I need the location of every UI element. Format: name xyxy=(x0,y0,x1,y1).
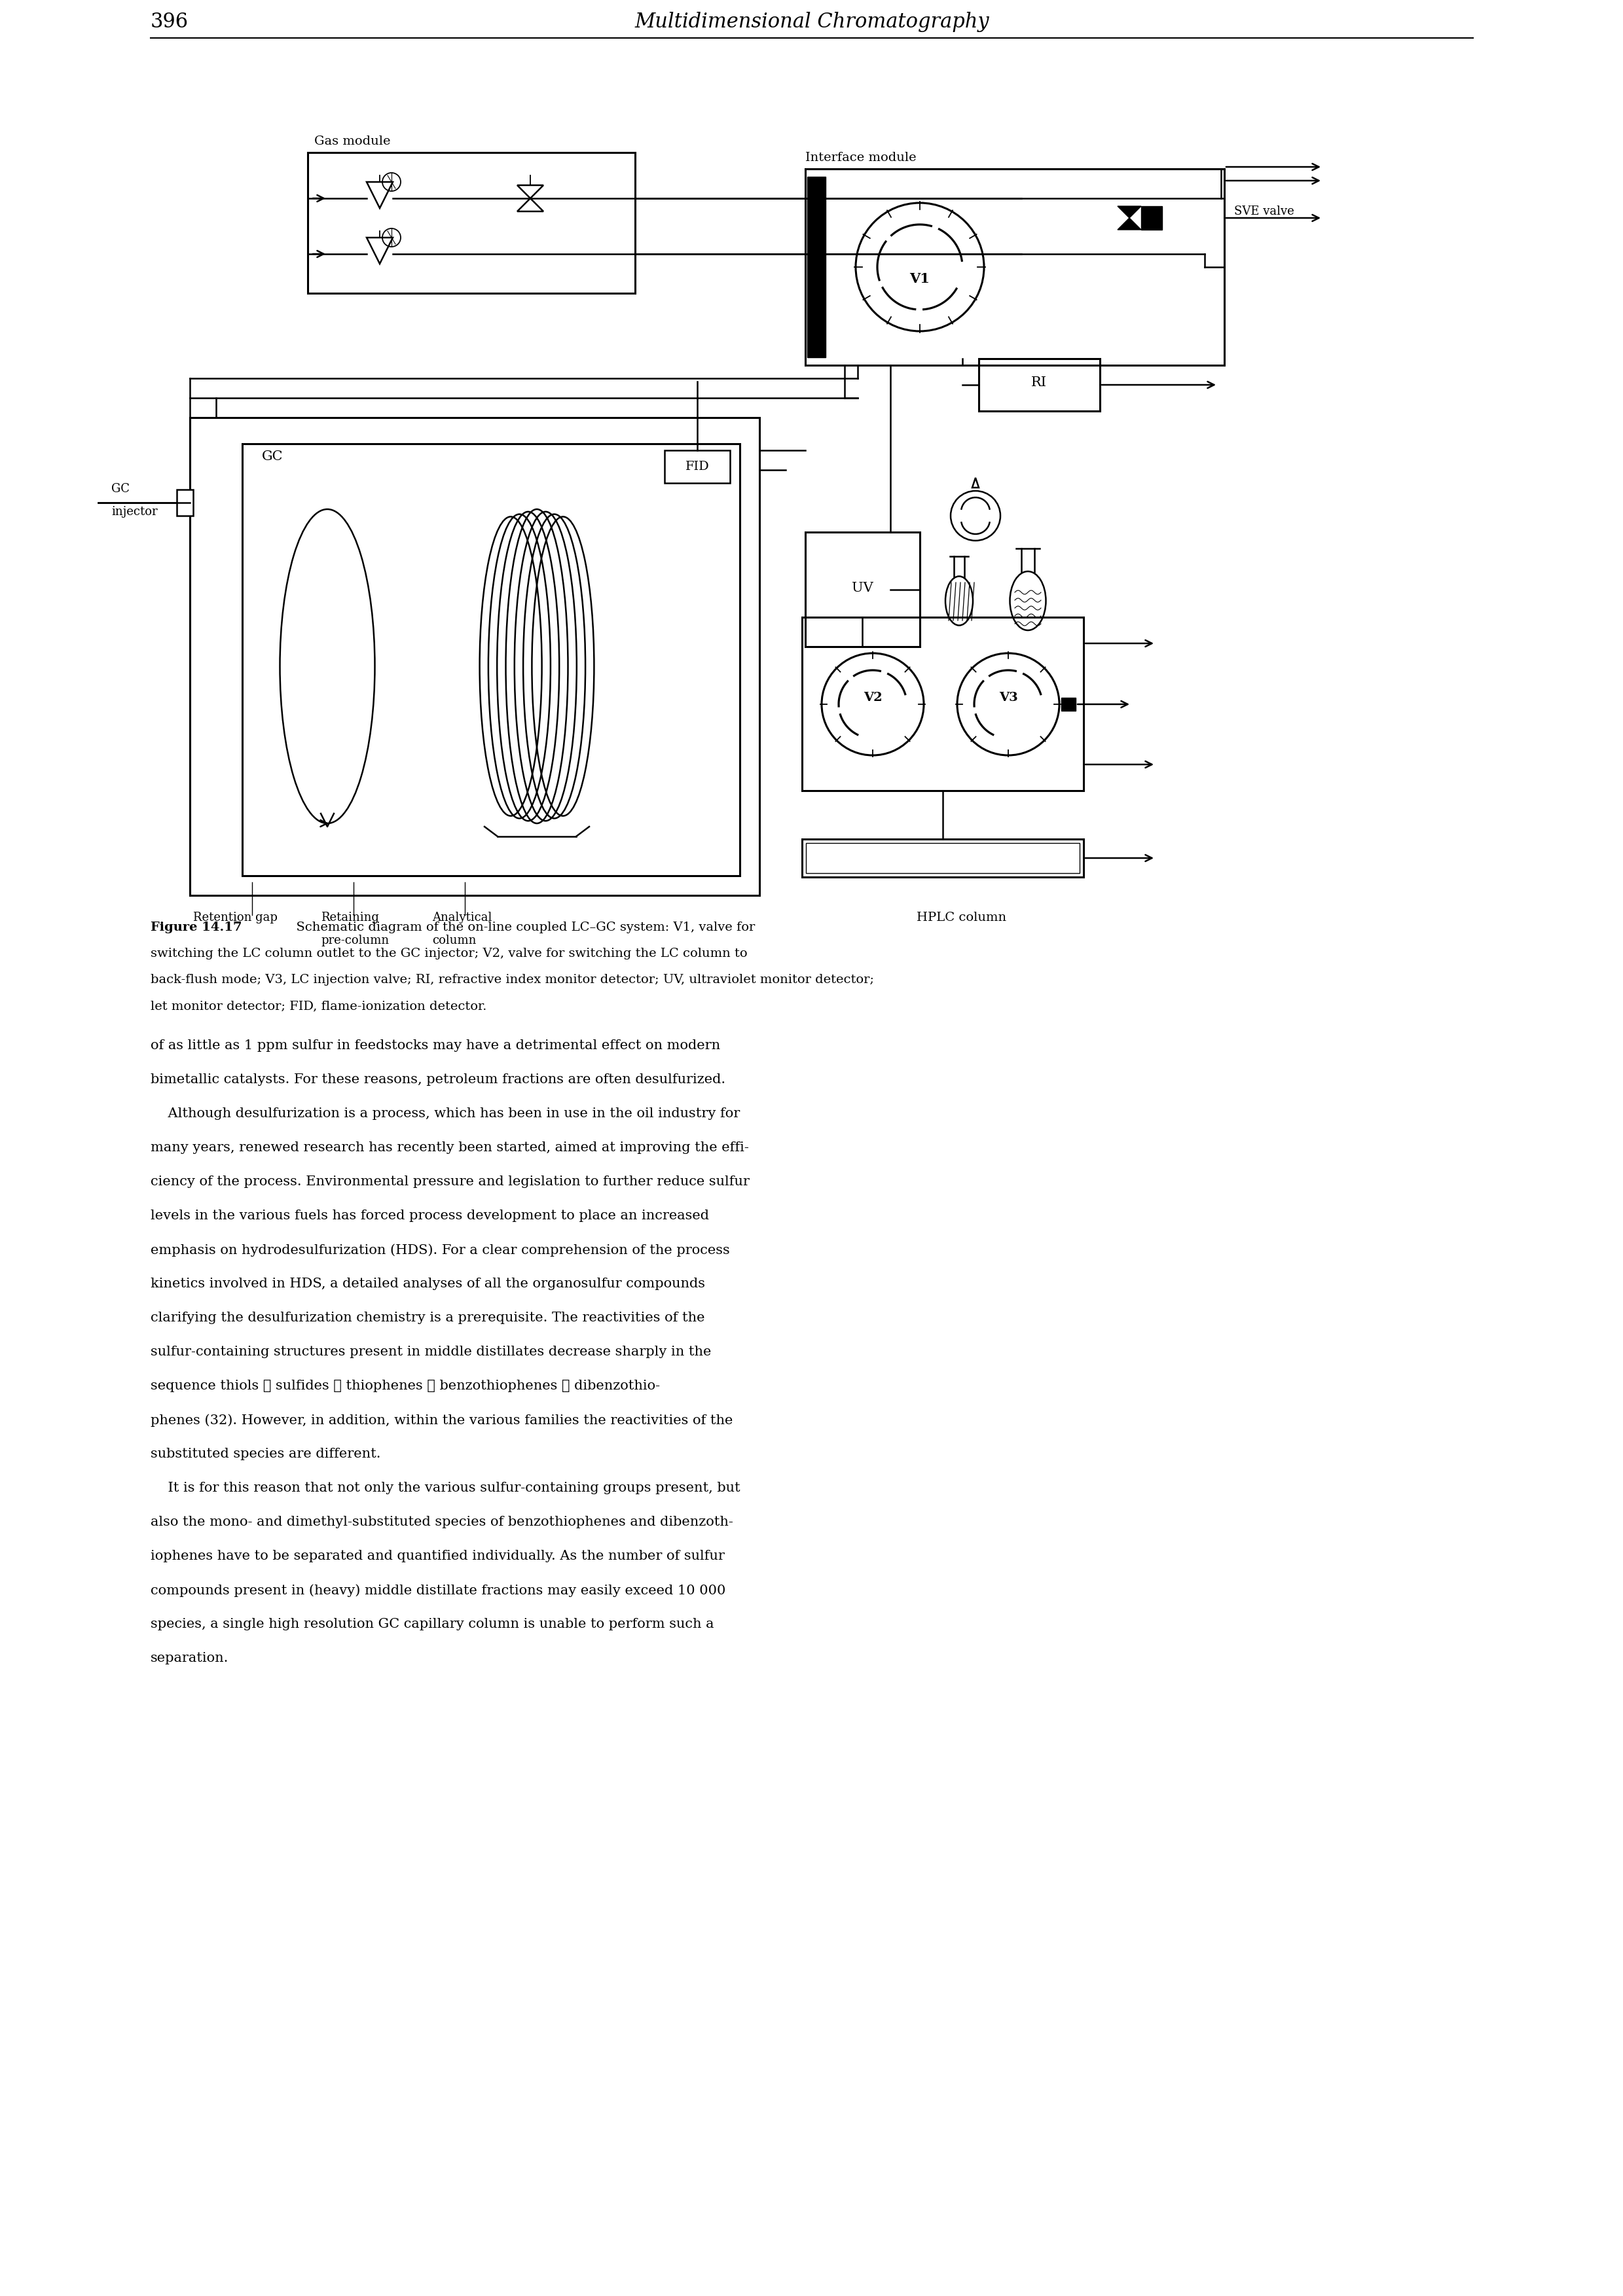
Bar xyxy=(1141,207,1162,230)
Polygon shape xyxy=(1118,218,1141,230)
Text: Schematic diagram of the on-line coupled LC–GC system: V1, valve for: Schematic diagram of the on-line coupled… xyxy=(287,921,755,932)
Text: levels in the various fuels has forced process development to place an increased: levels in the various fuels has forced p… xyxy=(151,1210,709,1221)
Text: GC: GC xyxy=(112,482,130,496)
Text: substituted species are different.: substituted species are different. xyxy=(151,1449,381,1460)
Polygon shape xyxy=(1118,207,1141,218)
Text: also the mono- and dimethyl-substituted species of benzothiophenes and dibenzoth: also the mono- and dimethyl-substituted … xyxy=(151,1515,734,1529)
Bar xyxy=(802,618,1084,790)
Text: of as little as 1 ppm sulfur in feedstocks may have a detrimental effect on mode: of as little as 1 ppm sulfur in feedstoc… xyxy=(151,1040,721,1052)
Bar xyxy=(807,177,826,358)
Text: UV: UV xyxy=(852,581,873,595)
Text: iophenes have to be separated and quantified individually. As the number of sulf: iophenes have to be separated and quanti… xyxy=(151,1550,725,1561)
Text: V1: V1 xyxy=(911,273,930,285)
Text: FID: FID xyxy=(685,461,709,473)
Text: RI: RI xyxy=(1031,377,1047,388)
Text: Interface module: Interface module xyxy=(805,152,917,163)
Text: Retaining: Retaining xyxy=(321,912,380,923)
Bar xyxy=(807,843,1079,872)
Text: kinetics involved in HDS, a detailed analyses of all the organosulfur compounds: kinetics involved in HDS, a detailed ana… xyxy=(151,1277,704,1290)
Text: let monitor detector; FID, flame-ionization detector.: let monitor detector; FID, flame-ionizat… xyxy=(151,1001,487,1013)
Text: sulfur-containing structures present in middle distillates decrease sharply in t: sulfur-containing structures present in … xyxy=(151,1345,711,1359)
Text: injector: injector xyxy=(112,505,157,517)
Bar xyxy=(177,489,193,517)
Bar xyxy=(664,450,730,482)
Bar xyxy=(805,170,1224,365)
Text: many years, renewed research has recently been started, aimed at improving the e: many years, renewed research has recentl… xyxy=(151,1141,748,1155)
Text: clarifying the desulfurization chemistry is a prerequisite. The reactivities of : clarifying the desulfurization chemistry… xyxy=(151,1311,704,1325)
Bar xyxy=(242,443,740,875)
Text: Retention gap: Retention gap xyxy=(193,912,278,923)
Text: back-flush mode; V3, LC injection valve; RI, refractive index monitor detector; : back-flush mode; V3, LC injection valve;… xyxy=(151,974,875,985)
Text: separation.: separation. xyxy=(151,1651,229,1665)
Text: HPLC column: HPLC column xyxy=(917,912,1006,923)
Bar xyxy=(190,418,760,895)
Bar xyxy=(979,358,1100,411)
Text: Although desulfurization is a process, which has been in use in the oil industry: Although desulfurization is a process, w… xyxy=(151,1107,740,1120)
Text: emphasis on hydrodesulfurization (HDS). For a clear comprehension of the process: emphasis on hydrodesulfurization (HDS). … xyxy=(151,1244,730,1256)
Text: Multidimensional Chromatography: Multidimensional Chromatography xyxy=(635,11,988,32)
Text: pre-column: pre-column xyxy=(321,934,390,946)
Text: Analytical: Analytical xyxy=(432,912,492,923)
Bar xyxy=(805,533,920,647)
Text: 396: 396 xyxy=(151,11,188,32)
Bar xyxy=(1061,698,1076,712)
Text: switching the LC column outlet to the GC injector; V2, valve for switching the L: switching the LC column outlet to the GC… xyxy=(151,948,748,960)
Text: ciency of the process. Environmental pressure and legislation to further reduce : ciency of the process. Environmental pre… xyxy=(151,1176,750,1187)
Text: compounds present in (heavy) middle distillate fractions may easily exceed 10 00: compounds present in (heavy) middle dist… xyxy=(151,1584,725,1596)
Text: phenes (32). However, in addition, within the various families the reactivities : phenes (32). However, in addition, withi… xyxy=(151,1414,734,1426)
Text: Gas module: Gas module xyxy=(315,135,391,147)
Text: column: column xyxy=(432,934,476,946)
Text: species, a single high resolution GC capillary column is unable to perform such : species, a single high resolution GC cap… xyxy=(151,1619,714,1630)
Text: Figure 14.17: Figure 14.17 xyxy=(151,921,242,932)
Text: It is for this reason that not only the various sulfur-containing groups present: It is for this reason that not only the … xyxy=(151,1481,740,1495)
Text: GC: GC xyxy=(261,450,282,464)
Text: V3: V3 xyxy=(998,691,1018,703)
Text: sequence thiols ≫ sulfides ≫ thiophenes ≫ benzothiophenes ≫ dibenzothio-: sequence thiols ≫ sulfides ≫ thiophenes … xyxy=(151,1380,661,1391)
Text: V2: V2 xyxy=(863,691,881,703)
Bar xyxy=(802,838,1084,877)
Text: SVE valve: SVE valve xyxy=(1233,207,1294,218)
Bar xyxy=(308,152,635,294)
Text: bimetallic catalysts. For these reasons, petroleum fractions are often desulfuri: bimetallic catalysts. For these reasons,… xyxy=(151,1075,725,1086)
